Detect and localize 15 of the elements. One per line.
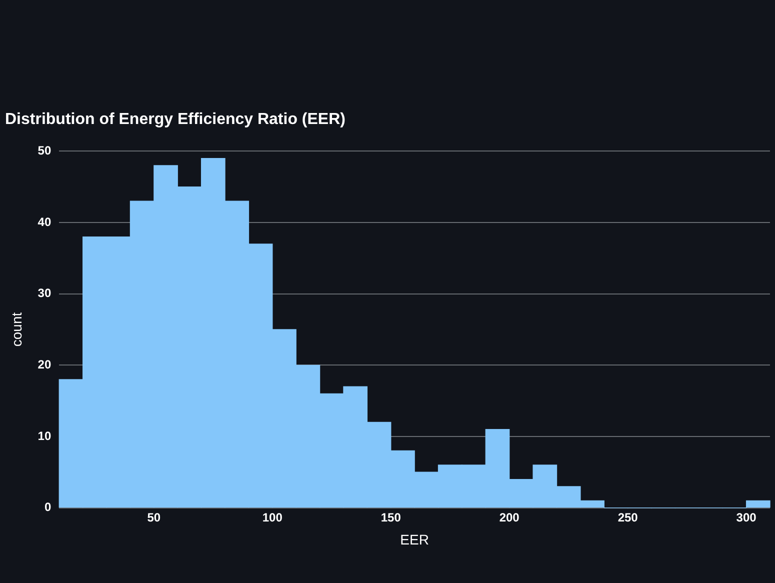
y-tick-label: 40 [38,214,52,229]
y-tick-label: 30 [38,286,52,300]
x-tick-label: 50 [147,510,161,524]
x-tick-label: 150 [380,510,402,524]
x-tick-label: 250 [618,510,638,524]
y-tick-label: 20 [38,357,52,372]
y-tick-label: 50 [38,144,52,158]
x-tick-label: 300 [736,510,757,524]
x-axis-title: EER [400,531,429,548]
y-axis-title: count [8,312,24,347]
y-tick-label: 10 [38,428,52,443]
x-tick-label: 200 [499,510,520,524]
chart-title: Distribution of Energy Efficiency Ratio (EER) [5,111,346,128]
y-tick-label: 0 [44,500,52,514]
x-tick-label: 100 [262,510,283,524]
